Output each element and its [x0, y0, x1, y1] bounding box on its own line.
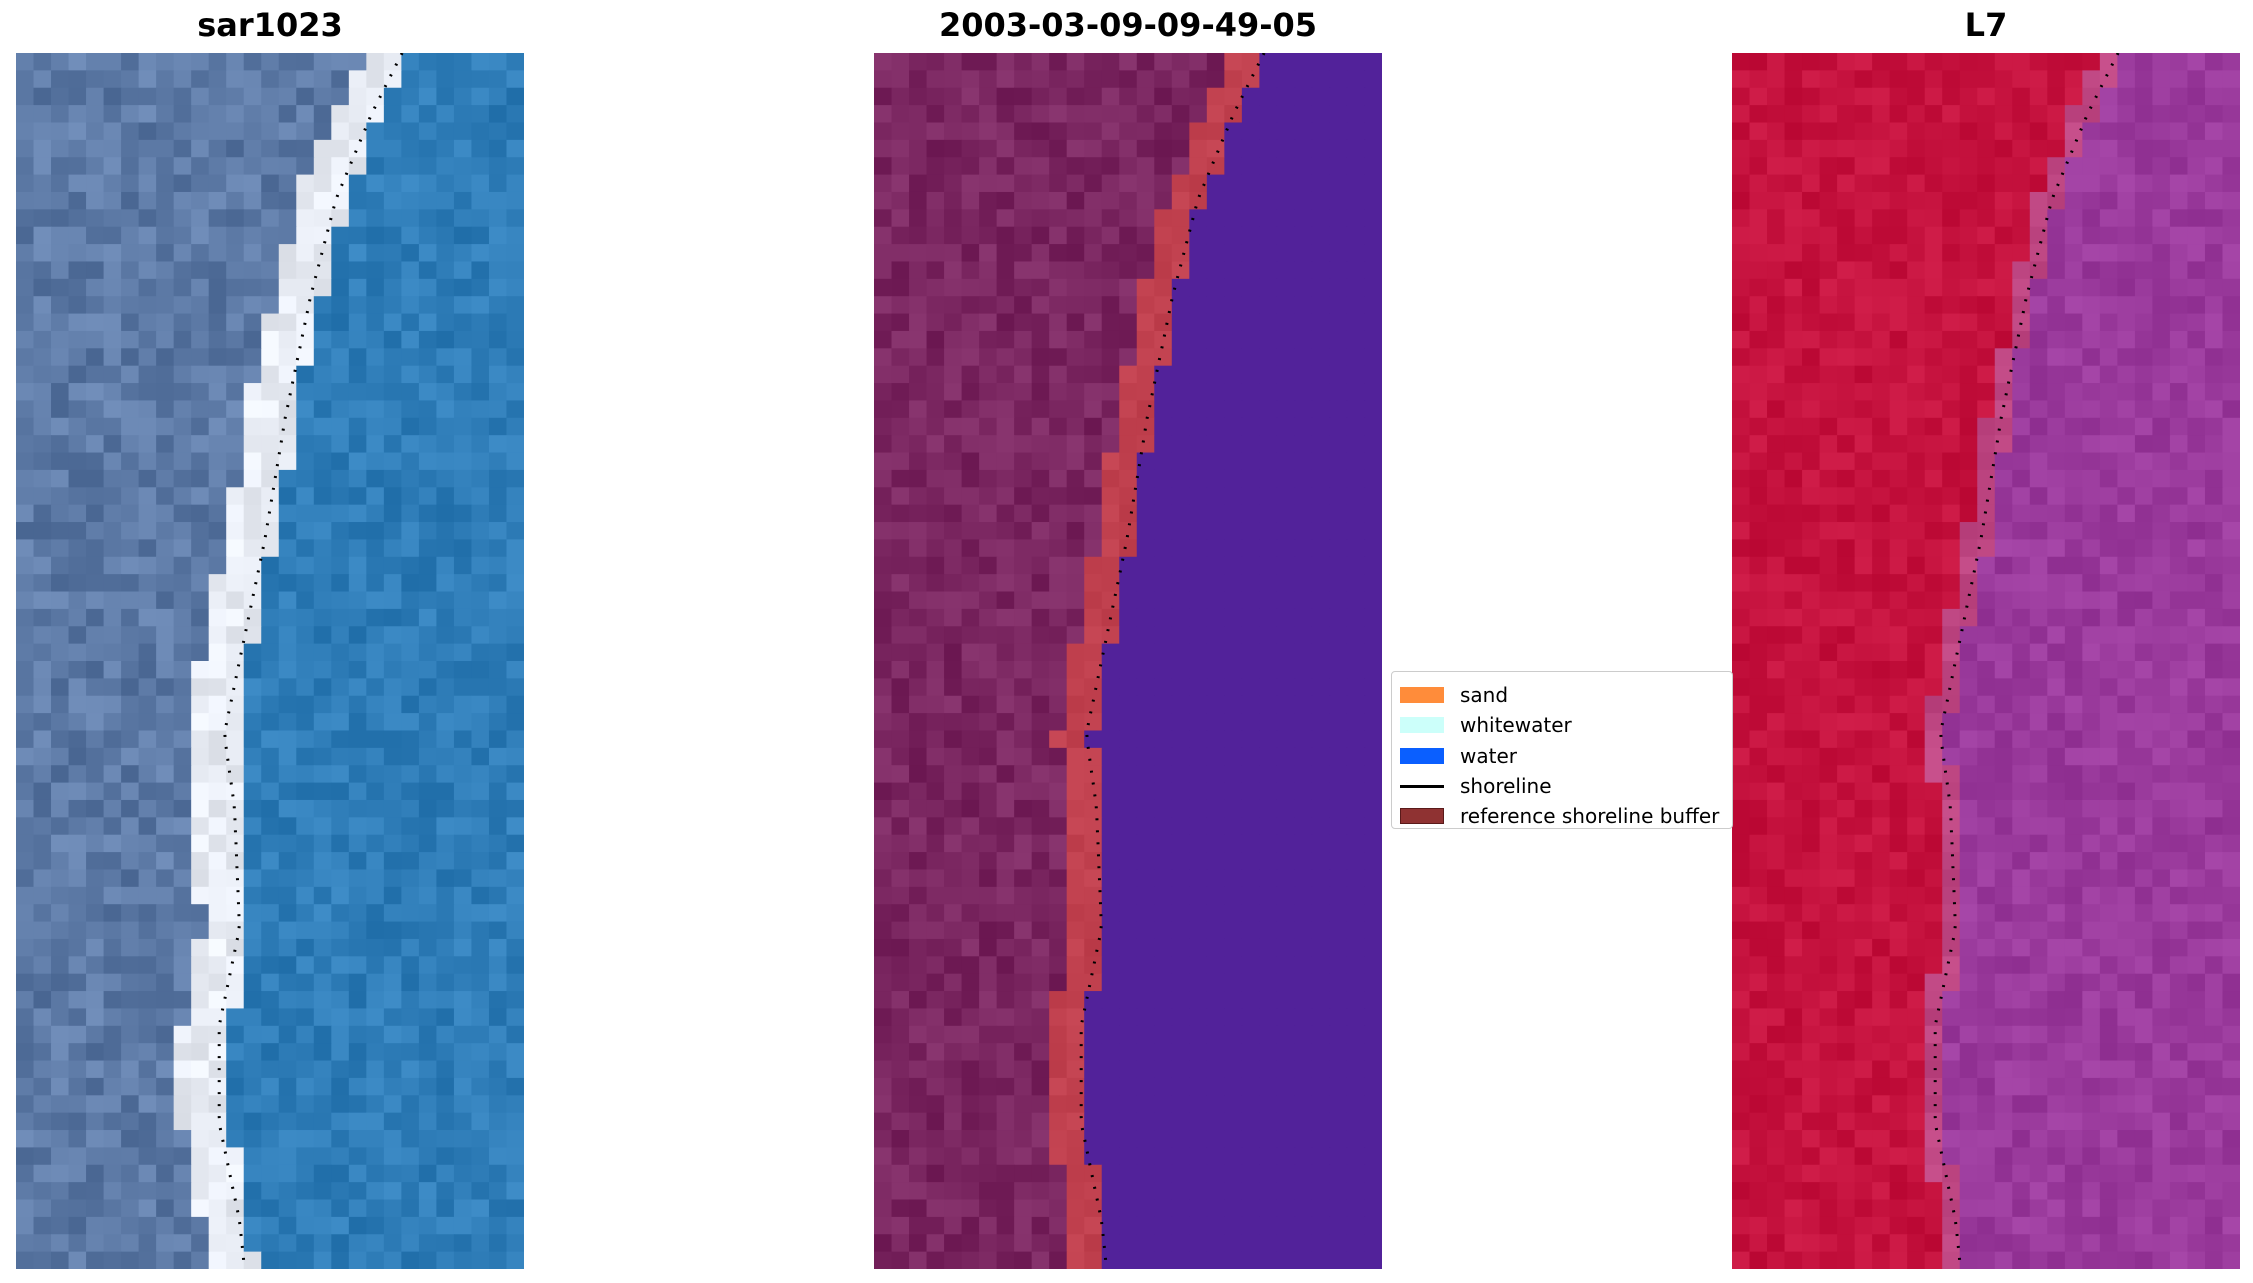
legend-item-sand: sand — [1400, 682, 1508, 708]
legend-item-reference-buffer: reference shoreline buffer — [1400, 803, 1719, 829]
legend-item-water: water — [1400, 743, 1517, 769]
index-image — [1732, 53, 2240, 1269]
legend-item-shoreline: shoreline — [1400, 773, 1552, 799]
legend-label-water: water — [1460, 744, 1517, 768]
whitewater-swatch — [1400, 717, 1444, 733]
legend-label-reference-buffer: reference shoreline buffer — [1460, 804, 1720, 828]
panel-title-rgb: sar1023 — [197, 6, 343, 44]
legend-label-whitewater: whitewater — [1460, 713, 1572, 737]
legend-label-sand: sand — [1460, 683, 1509, 707]
rgb-image-panel — [16, 53, 524, 1269]
classified-image — [874, 53, 1382, 1269]
water-swatch — [1400, 748, 1444, 764]
panel-title-index: L7 — [1964, 6, 2008, 44]
reference-buffer-swatch — [1400, 808, 1444, 824]
sand-swatch — [1400, 687, 1444, 703]
legend-label-shoreline: shoreline — [1460, 774, 1552, 798]
panel-title-classified: 2003-03-09-09-49-05 — [938, 6, 1318, 44]
index-image-panel — [1732, 53, 2240, 1269]
legend: sand whitewater water shoreline referenc… — [1391, 671, 1733, 829]
shoreline-line-swatch — [1400, 778, 1444, 794]
classified-image-panel — [874, 53, 1382, 1269]
legend-item-whitewater: whitewater — [1400, 712, 1572, 738]
rgb-image — [16, 53, 524, 1269]
